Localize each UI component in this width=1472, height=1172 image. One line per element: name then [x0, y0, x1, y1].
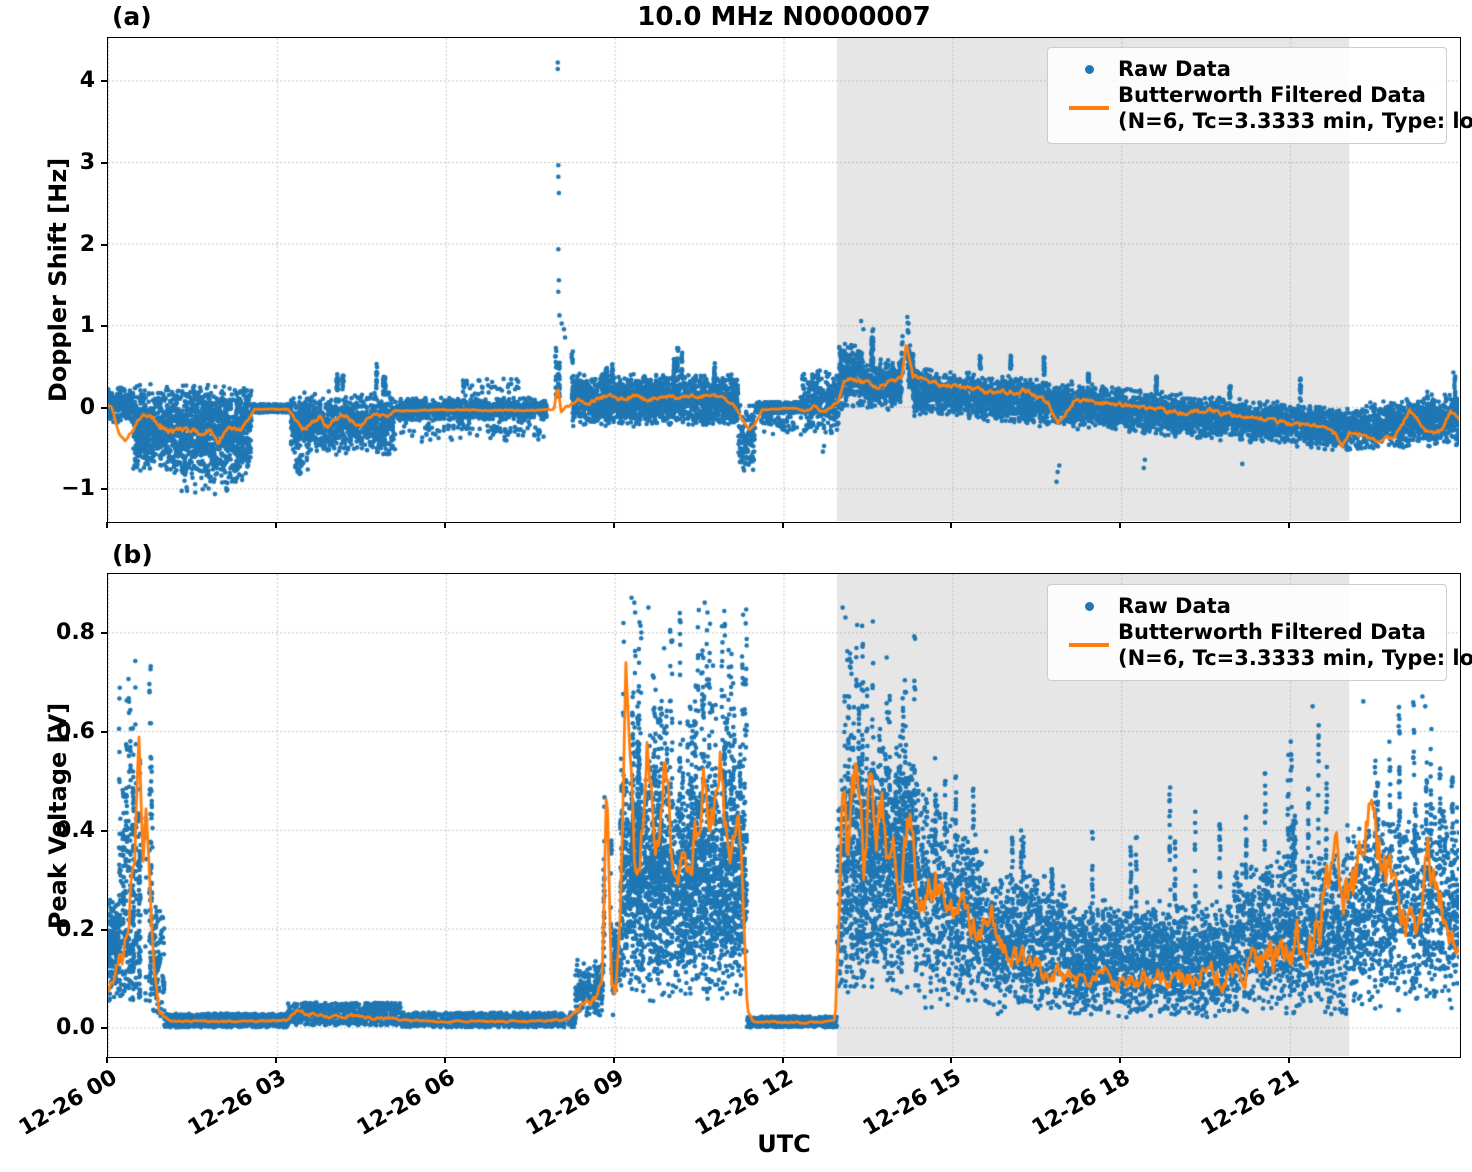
- axis-tick-mark: [1288, 1057, 1291, 1063]
- x-tick-label: 12-26 00: [14, 1065, 122, 1141]
- y-tick-label: 0.0: [56, 1015, 95, 1041]
- axis-tick-mark: [1288, 522, 1291, 528]
- axis-tick-mark: [443, 522, 446, 528]
- axis-tick-mark: [101, 829, 107, 832]
- axis-tick-mark: [106, 1057, 108, 1063]
- legend-raw-label: Raw Data: [1118, 57, 1231, 81]
- panel-a-ylabel: Doppler Shift [Hz]: [44, 157, 72, 403]
- y-tick-label: 0.8: [56, 620, 95, 646]
- y-tick-label: 2: [79, 231, 95, 257]
- y-tick-label: 4: [79, 68, 95, 94]
- legend-raw-row: Raw Data: [1060, 56, 1434, 82]
- axis-tick-mark: [950, 522, 953, 528]
- axis-tick-mark: [1119, 522, 1122, 528]
- axis-tick-mark: [781, 522, 784, 528]
- axis-tick-mark: [101, 632, 107, 635]
- axis-tick-mark: [101, 488, 107, 491]
- legend-filtered-row: Butterworth Filtered Data (N=6, Tc=3.333…: [1060, 619, 1472, 671]
- y-tick-label: 3: [79, 150, 95, 175]
- axis-tick-mark: [274, 1057, 277, 1063]
- filtered-line-marker: [1069, 106, 1109, 110]
- axis-tick-mark: [274, 522, 277, 528]
- x-axis-label: UTC: [757, 1130, 811, 1158]
- legend-filtered-label-line2: (N=6, Tc=3.3333 min, Type: low): [1118, 646, 1472, 670]
- axis-tick-mark: [443, 1057, 446, 1063]
- raw-data-dot-marker: [1084, 64, 1094, 74]
- y-tick-label: 1: [79, 313, 95, 339]
- figure-title: 10.0 MHz N0000007: [637, 2, 931, 32]
- panel-b-tag: (b): [112, 540, 153, 569]
- axis-tick-mark: [101, 406, 107, 409]
- legend-raw-row: Raw Data: [1060, 593, 1434, 619]
- panel-a-tag: (a): [112, 2, 152, 31]
- axis-tick-mark: [101, 162, 107, 164]
- y-tick-label: 0.2: [56, 916, 95, 942]
- axis-tick-mark: [1119, 1057, 1122, 1063]
- axis-tick-mark: [106, 522, 108, 528]
- y-tick-label: 0: [79, 394, 95, 420]
- y-tick-label: 0.4: [56, 817, 95, 843]
- axis-tick-mark: [781, 1057, 784, 1063]
- filtered-line-marker: [1069, 643, 1109, 647]
- legend-filtered-label-line1: Butterworth Filtered Data: [1118, 83, 1426, 107]
- axis-tick-mark: [101, 243, 107, 246]
- axis-tick-mark: [612, 1057, 615, 1063]
- axis-tick-mark: [101, 325, 107, 328]
- panel-a-legend: Raw Data Butterworth Filtered Data (N=6,…: [1047, 47, 1472, 144]
- legend-filtered-label-line1: Butterworth Filtered Data: [1118, 620, 1426, 644]
- y-tick-label: 0.6: [56, 719, 95, 745]
- axis-tick-mark: [612, 522, 615, 528]
- raw-data-dot-marker: [1084, 601, 1094, 611]
- axis-tick-mark: [101, 731, 107, 734]
- legend-filtered-label-line2: (N=6, Tc=3.3333 min, Type: low): [1118, 109, 1472, 133]
- legend-filtered-row: Butterworth Filtered Data (N=6, Tc=3.333…: [1060, 82, 1472, 134]
- axis-tick-mark: [101, 80, 107, 83]
- y-tick-label: −1: [61, 476, 95, 502]
- legend-raw-label: Raw Data: [1118, 594, 1231, 618]
- axis-tick-mark: [101, 928, 107, 931]
- axis-tick-mark: [101, 1027, 107, 1030]
- axis-tick-mark: [950, 1057, 953, 1063]
- panel-b-legend: Raw Data Butterworth Filtered Data (N=6,…: [1047, 584, 1472, 681]
